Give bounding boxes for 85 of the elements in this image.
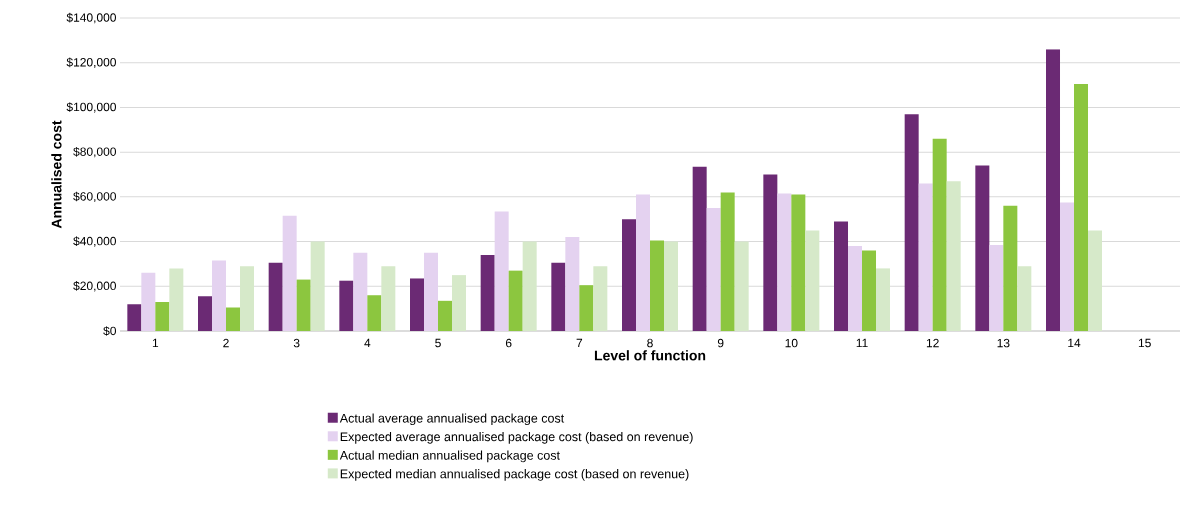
bar bbox=[551, 262, 566, 331]
y-tick-label: $120,000 bbox=[66, 57, 116, 68]
bar bbox=[989, 244, 1004, 331]
legend-label: Expected average annualised package cost (based on revenue) bbox=[340, 432, 693, 444]
bar bbox=[946, 181, 961, 331]
bar bbox=[141, 272, 156, 331]
bar bbox=[353, 252, 368, 331]
bar bbox=[706, 208, 721, 331]
bar bbox=[169, 268, 184, 331]
bar bbox=[834, 221, 849, 331]
x-tick-label: 15 bbox=[1138, 338, 1151, 348]
bar bbox=[720, 192, 735, 331]
bar bbox=[734, 241, 749, 331]
x-tick-label: 7 bbox=[576, 338, 583, 348]
bar bbox=[240, 266, 255, 331]
legend-label: Actual median annualised package cost bbox=[339, 450, 560, 463]
bar bbox=[480, 254, 495, 331]
y-tick-label: $0 bbox=[103, 326, 117, 336]
bar bbox=[452, 275, 467, 331]
x-tick-label: 4 bbox=[364, 338, 371, 348]
bar bbox=[438, 300, 453, 331]
bar bbox=[876, 268, 891, 331]
y-tick-label: $100,000 bbox=[66, 102, 116, 113]
y-tick-label: $60,000 bbox=[73, 191, 116, 203]
x-tick-label: 2 bbox=[223, 338, 229, 348]
x-tick-label: 13 bbox=[997, 338, 1010, 348]
bar bbox=[522, 241, 537, 331]
bar bbox=[692, 166, 707, 331]
x-tick-label: 1 bbox=[152, 338, 159, 348]
bar bbox=[198, 296, 213, 331]
bar bbox=[282, 215, 297, 331]
x-tick-label: 6 bbox=[505, 338, 512, 348]
y-tick-label: $140,000 bbox=[66, 12, 116, 24]
bar bbox=[975, 165, 990, 331]
bar bbox=[763, 174, 778, 331]
bar bbox=[622, 219, 636, 331]
bar bbox=[508, 270, 523, 331]
y-axis-title: Annualised cost bbox=[51, 120, 62, 229]
bar bbox=[155, 301, 170, 331]
bar bbox=[918, 183, 933, 331]
bar bbox=[410, 278, 425, 331]
x-tick-label: 10 bbox=[785, 338, 798, 348]
bar bbox=[424, 252, 438, 331]
x-tick-label: 11 bbox=[856, 338, 868, 348]
bar bbox=[650, 240, 665, 331]
legend-label: Expected median annualised package cost (based on revenue) bbox=[340, 469, 689, 481]
bar bbox=[636, 194, 651, 331]
bar bbox=[805, 230, 820, 331]
bar bbox=[1074, 83, 1089, 331]
x-tick-label: 12 bbox=[926, 338, 939, 348]
bar bbox=[904, 114, 919, 331]
x-tick-label: 9 bbox=[717, 338, 724, 348]
bar bbox=[791, 194, 806, 331]
bar bbox=[268, 262, 283, 331]
bar bbox=[1003, 205, 1018, 331]
bar bbox=[664, 241, 678, 331]
x-axis-title: Level of function bbox=[594, 350, 706, 361]
bar bbox=[127, 304, 142, 331]
bar bbox=[579, 285, 594, 331]
bar bbox=[212, 260, 226, 331]
x-tick-label: 3 bbox=[293, 338, 300, 348]
bar bbox=[1046, 49, 1061, 331]
x-tick-label: 8 bbox=[647, 338, 653, 348]
bar bbox=[381, 266, 396, 331]
bar bbox=[339, 280, 354, 331]
bar bbox=[310, 241, 325, 331]
bar bbox=[226, 307, 240, 331]
bar bbox=[1060, 202, 1075, 331]
bar bbox=[1017, 266, 1032, 331]
bar bbox=[862, 250, 877, 331]
y-tick-label: $20,000 bbox=[73, 281, 116, 292]
bar bbox=[367, 295, 382, 331]
bar bbox=[593, 266, 608, 331]
legend-label: Actual average annualised package cost bbox=[339, 413, 565, 426]
x-tick-label: 5 bbox=[435, 338, 441, 348]
y-tick-label: $80,000 bbox=[73, 146, 116, 158]
bar bbox=[296, 279, 311, 331]
bar bbox=[932, 138, 947, 331]
bar bbox=[848, 246, 863, 331]
bar bbox=[777, 193, 792, 331]
bar bbox=[1088, 230, 1103, 331]
x-tick-label: 14 bbox=[1068, 338, 1081, 348]
y-tick-label: $40,000 bbox=[73, 236, 116, 247]
bar bbox=[565, 237, 580, 331]
bar bbox=[494, 211, 509, 331]
